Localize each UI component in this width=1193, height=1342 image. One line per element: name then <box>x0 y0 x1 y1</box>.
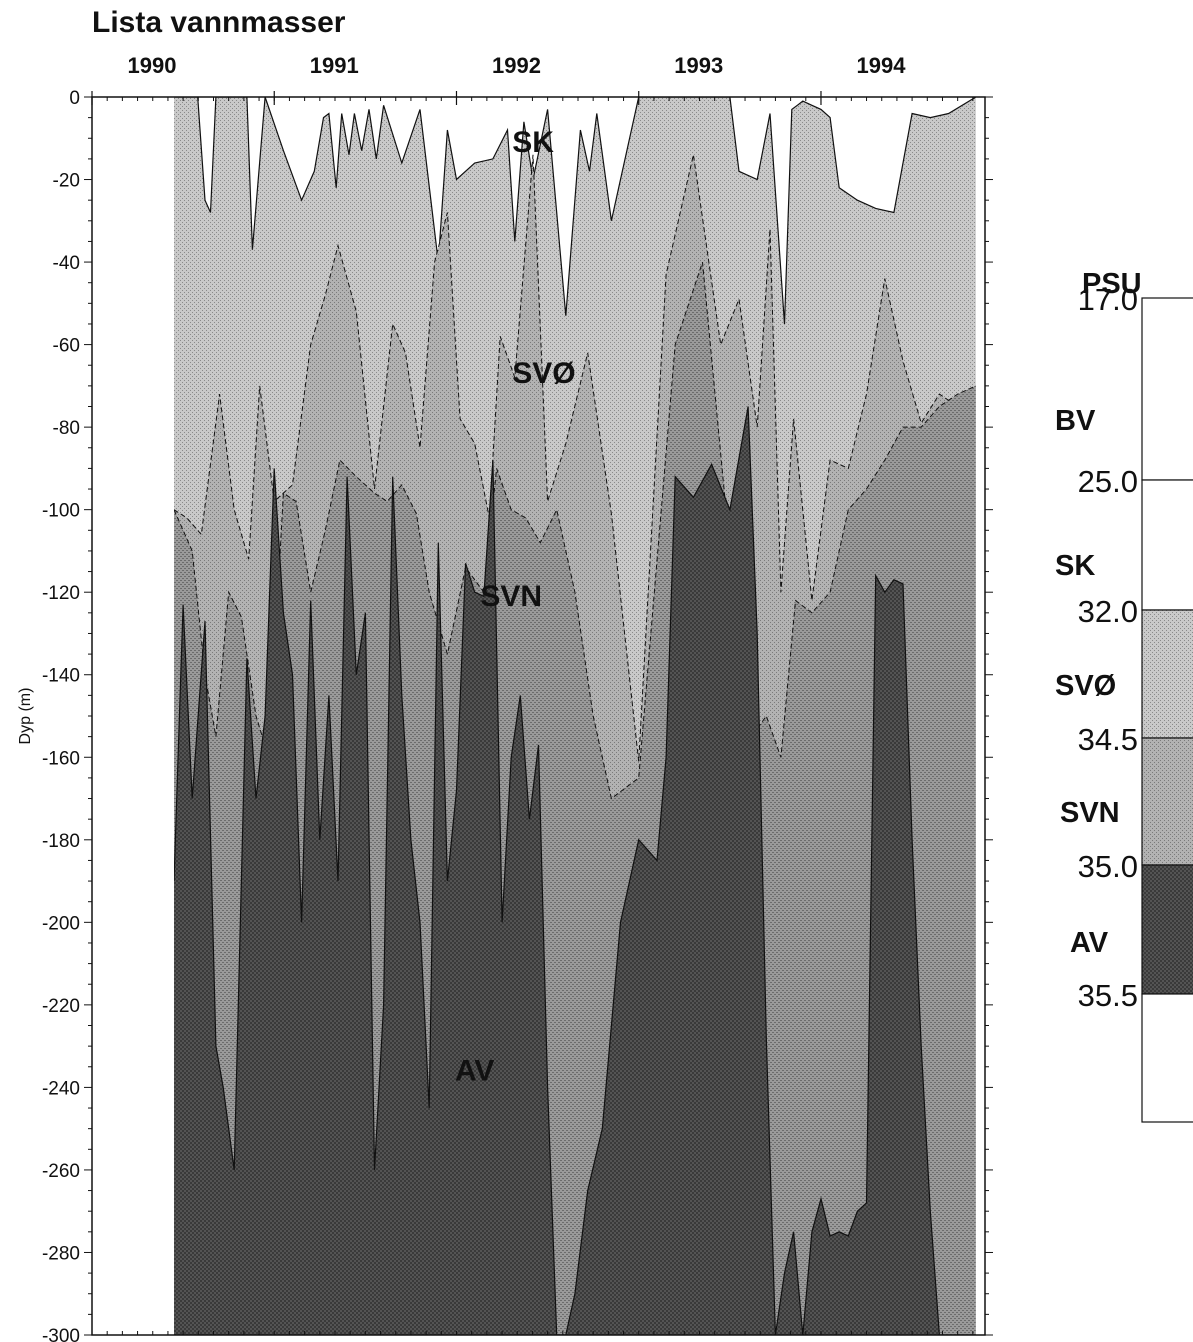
y-tick-label: -80 <box>53 418 80 439</box>
x-tick-label: 1992 <box>492 53 541 78</box>
region-labels: SK SVØ SVN AV <box>455 126 576 1088</box>
legend-swatch-bv <box>1141 297 1193 481</box>
y-tick-label: -260 <box>42 1161 80 1182</box>
y-tick-label: -160 <box>42 748 80 769</box>
layer-bv <box>174 97 976 324</box>
legend-title: PSU <box>1082 268 1142 300</box>
region-label: AV <box>455 1055 494 1088</box>
x-tick-label: 1994 <box>857 53 907 78</box>
legend: PSU 17.0 25.0 32.0 34.5 35.0 35.5 BV SK SVØ SVN AV <box>1055 268 1193 1123</box>
svo-boundary-line <box>173 154 977 762</box>
region-label: SVN <box>480 580 542 613</box>
y-axis-label: Dyp (m) <box>17 688 34 745</box>
y-tick-label: -300 <box>42 1326 80 1342</box>
region-label: SK <box>512 126 554 159</box>
y-tick-label: -200 <box>42 913 80 934</box>
legend-class-label: SVØ <box>1055 670 1116 702</box>
legend-class-label: SVN <box>1060 797 1120 829</box>
axes <box>84 91 993 1336</box>
chart-title: Lista vannmasser <box>92 6 346 39</box>
y-tick-label: -220 <box>42 996 80 1017</box>
legend-boundary-value: 32.0 <box>1078 594 1138 629</box>
legend-class-label: AV <box>1070 927 1109 959</box>
legend-boundary-value: 35.0 <box>1078 849 1138 884</box>
sk-boundary-line <box>174 97 977 325</box>
legend-class-label: SK <box>1055 550 1095 582</box>
legend-swatch-above <box>1141 993 1193 1123</box>
legend-swatch-svo <box>1141 609 1193 739</box>
x-tick-label: 1993 <box>674 53 723 78</box>
svn-boundary-line <box>173 261 977 800</box>
layer-av <box>174 406 976 1335</box>
legend-boundary-value: 34.5 <box>1078 722 1138 757</box>
y-tick-label: -180 <box>42 831 80 852</box>
legend-boundary-value: 35.5 <box>1078 978 1138 1013</box>
x-tick-label: 1991 <box>310 53 359 78</box>
y-tick-label: -100 <box>42 501 80 522</box>
legend-swatch-sk <box>1141 479 1193 611</box>
x-tick-label: 1990 <box>128 53 177 78</box>
y-tick-label: -40 <box>53 253 80 274</box>
y-tick-label: -140 <box>42 666 80 687</box>
y-tick-label: -60 <box>53 336 80 357</box>
legend-swatch-svn <box>1141 737 1193 866</box>
blank-before <box>92 97 175 1335</box>
y-tick-label: 0 <box>69 88 80 109</box>
y-tick-label: -240 <box>42 1078 80 1099</box>
blank-after <box>975 97 985 1335</box>
plot-area <box>92 97 985 1335</box>
legend-boundary-value: 25.0 <box>1078 464 1138 499</box>
y-tick-label: -280 <box>42 1243 80 1264</box>
region-label: SVØ <box>512 357 575 390</box>
y-tick-label: -20 <box>53 171 80 192</box>
x-tick-labels: 1990 1991 1992 1993 1994 <box>128 53 907 78</box>
y-tick-label: -120 <box>42 583 80 604</box>
layer-svn <box>174 262 976 1335</box>
legend-swatch-av <box>1141 864 1193 995</box>
y-tick-labels: 0 -20 -40 -60 -80 -100 -120 -140 -160 -180 -200 -22… <box>42 88 80 1342</box>
legend-boundary-value: 17.0 <box>1078 282 1138 317</box>
legend-class-label: BV <box>1055 405 1096 437</box>
av-boundary-line <box>173 406 976 1335</box>
